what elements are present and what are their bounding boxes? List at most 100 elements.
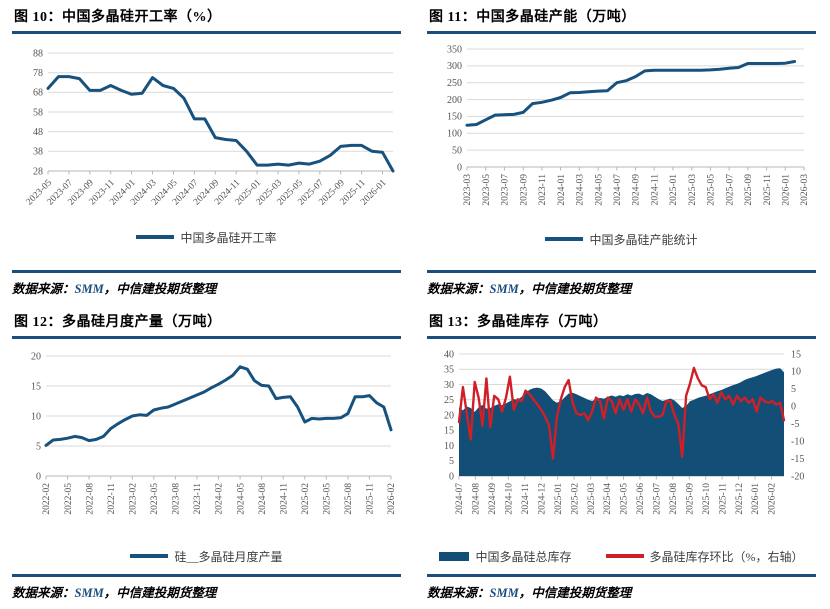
- svg-text:2025-08: 2025-08: [344, 483, 354, 515]
- svg-text:2026-02: 2026-02: [387, 483, 397, 515]
- source-rest: ，中信建投期货整理: [518, 282, 632, 296]
- svg-text:15: 15: [444, 426, 454, 437]
- svg-text:2023-05: 2023-05: [150, 483, 160, 515]
- svg-text:150: 150: [447, 112, 462, 123]
- svg-text:2022-08: 2022-08: [85, 483, 95, 515]
- inventory-combo-chart: 0 5 10 15 20 25 30 35 40 15 10 5 0 -5 -10 -15 -20 2024-07…: [444, 349, 804, 515]
- svg-text:2023-09: 2023-09: [519, 174, 529, 206]
- svg-text:2024-03: 2024-03: [576, 174, 586, 206]
- svg-text:2025-11: 2025-11: [366, 483, 376, 515]
- source-vendor: SMM: [74, 282, 104, 296]
- svg-text:2023-03: 2023-03: [463, 174, 473, 206]
- source-rest: ，中信建投期货整理: [103, 282, 217, 296]
- svg-text:2024-12: 2024-12: [537, 483, 547, 515]
- legend-line-swatch: [136, 235, 175, 239]
- source-rule: [427, 574, 816, 577]
- svg-text:15: 15: [31, 381, 41, 392]
- svg-text:2022-02: 2022-02: [42, 483, 52, 515]
- svg-text:2026-02: 2026-02: [768, 483, 778, 515]
- figure-title-12: 图 12：多晶硅月度产量（万吨）: [14, 315, 222, 330]
- svg-text:2025-12: 2025-12: [735, 483, 745, 515]
- title-rule: [12, 336, 401, 339]
- panel-fig12: 图 12：多晶硅月度产量（万吨） 0 5 10 15 20 2022-02 2022-05 2…: [0, 305, 415, 609]
- svg-text:10: 10: [791, 367, 801, 378]
- svg-text:2024-08: 2024-08: [472, 483, 482, 515]
- legend-label: 硅__多晶硅月度产量: [174, 549, 283, 564]
- legend-label: 中国多晶硅总库存: [475, 549, 572, 564]
- svg-text:0: 0: [36, 471, 41, 482]
- title-rule: [427, 336, 816, 339]
- source-vendor: SMM: [489, 282, 519, 296]
- svg-text:2025-09: 2025-09: [744, 174, 754, 206]
- svg-text:2025-07: 2025-07: [653, 483, 663, 515]
- legend-area-swatch: [439, 551, 470, 561]
- source-note: 数据来源：SMM，中信建投期货整理: [427, 582, 816, 601]
- panel-fig13: 图 13：多晶硅库存（万吨） 0 5 10 15 20 25 30 35 40 15 10 5 0 -5 -…: [415, 305, 830, 609]
- svg-text:2026-01: 2026-01: [782, 174, 792, 206]
- svg-text:2022-05: 2022-05: [64, 483, 74, 515]
- source-rule: [12, 270, 401, 273]
- svg-text:2024-09: 2024-09: [632, 174, 642, 206]
- svg-text:2025-11: 2025-11: [718, 483, 728, 515]
- svg-text:68: 68: [33, 88, 43, 99]
- svg-text:2023-08: 2023-08: [172, 483, 182, 515]
- svg-text:2023-05: 2023-05: [482, 174, 492, 206]
- svg-text:5: 5: [791, 384, 796, 395]
- figure-title-10: 图 10：中国多晶硅开工率（%）: [14, 10, 222, 25]
- spacer: [12, 566, 401, 574]
- svg-text:50: 50: [452, 145, 462, 156]
- svg-text:0: 0: [791, 402, 796, 413]
- svg-text:250: 250: [447, 78, 462, 89]
- svg-text:15: 15: [791, 349, 801, 360]
- source-note: 数据来源：SMM，中信建投期货整理: [12, 278, 401, 297]
- svg-text:2023-11: 2023-11: [193, 483, 203, 515]
- svg-text:-20: -20: [791, 471, 804, 482]
- operating-rate-line-chart: 283848586878882023-052023-072023-092023-…: [25, 48, 395, 208]
- svg-text:-15: -15: [791, 454, 804, 465]
- svg-text:2024-11: 2024-11: [521, 483, 531, 515]
- svg-text:2024-11: 2024-11: [650, 174, 660, 206]
- svg-text:2024-08: 2024-08: [258, 483, 268, 515]
- source-vendor: SMM: [74, 586, 104, 600]
- svg-text:2026-01: 2026-01: [751, 483, 761, 515]
- svg-text:35: 35: [444, 365, 454, 376]
- svg-text:2025-10: 2025-10: [702, 483, 712, 515]
- source-prefix: 数据来源：: [12, 586, 75, 600]
- svg-text:2024-05: 2024-05: [236, 483, 246, 515]
- svg-text:78: 78: [33, 68, 43, 79]
- svg-text:2024-07: 2024-07: [455, 483, 465, 515]
- source-prefix: 数据来源：: [12, 282, 75, 296]
- title-rule: [427, 31, 816, 34]
- svg-text:2024-07: 2024-07: [613, 174, 623, 206]
- source-note: 数据来源：SMM，中信建投期货整理: [12, 582, 401, 601]
- svg-text:30: 30: [444, 380, 454, 391]
- legend-line-swatch: [545, 237, 584, 241]
- svg-text:100: 100: [447, 129, 462, 140]
- svg-text:20: 20: [31, 351, 41, 362]
- svg-text:5: 5: [449, 456, 454, 467]
- spacer: [427, 566, 816, 574]
- svg-text:0: 0: [457, 162, 462, 173]
- panel-fig10: 图 10：中国多晶硅开工率（%） 28 38 48 58 68 78 88 2023-05 20…: [0, 0, 415, 305]
- svg-text:2025-05: 2025-05: [620, 483, 630, 515]
- panel-fig11: 图 11：中国多晶硅产能（万吨） 0 50 100 150 200 250 300 350 20…: [415, 0, 830, 305]
- svg-text:2025-09: 2025-09: [685, 483, 695, 515]
- source-prefix: 数据来源：: [427, 586, 490, 600]
- svg-text:0: 0: [449, 471, 454, 482]
- svg-text:2025-08: 2025-08: [669, 483, 679, 515]
- svg-text:2025-02: 2025-02: [570, 483, 580, 515]
- svg-text:2024-11: 2024-11: [279, 483, 289, 515]
- svg-text:2025-04: 2025-04: [603, 483, 613, 515]
- svg-text:2023-11: 2023-11: [538, 174, 548, 206]
- title-rule: [12, 31, 401, 34]
- svg-text:2025-01: 2025-01: [554, 483, 564, 515]
- svg-text:40: 40: [444, 349, 454, 360]
- figure-title-11: 图 11：中国多晶硅产能（万吨）: [429, 10, 636, 25]
- svg-text:2024-01: 2024-01: [557, 174, 567, 206]
- source-rest: ，中信建投期货整理: [103, 586, 217, 600]
- svg-text:2026-03: 2026-03: [800, 174, 810, 206]
- spacer: [12, 247, 401, 270]
- svg-text:2025-03: 2025-03: [587, 483, 597, 515]
- svg-text:48: 48: [33, 127, 43, 138]
